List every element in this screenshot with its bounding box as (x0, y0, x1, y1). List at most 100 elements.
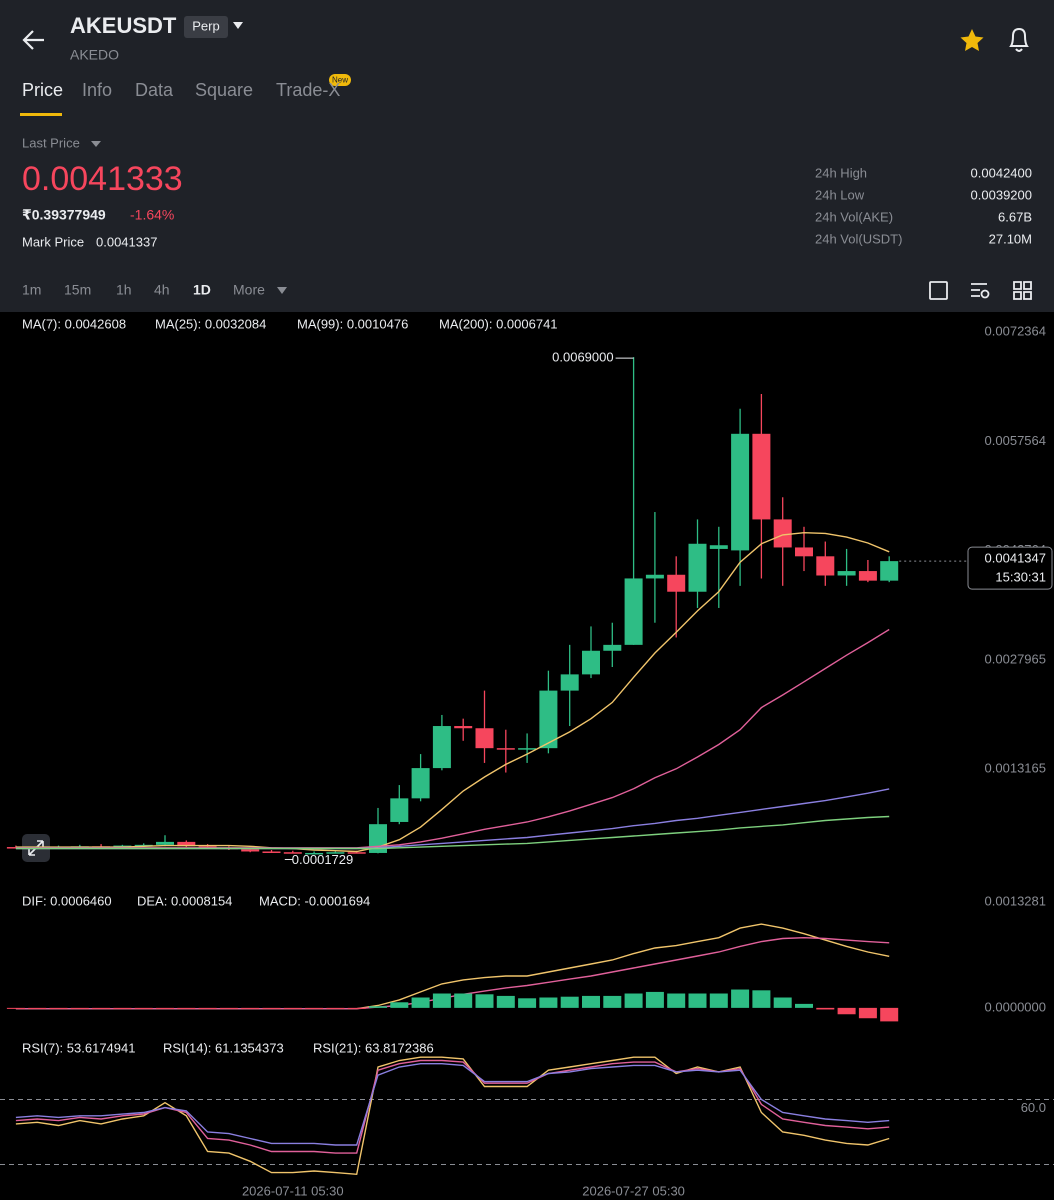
candle-body (411, 768, 430, 799)
x-tick-label: 2026-07-11 05:30 (242, 1183, 344, 1198)
macd-bar (305, 1007, 324, 1009)
indicator-icon[interactable] (971, 283, 987, 297)
candle-body (816, 556, 835, 576)
candle-body (752, 433, 771, 520)
tab[interactable]: Data (135, 80, 174, 100)
last-price-label: Last Price (22, 135, 80, 150)
alert-bell[interactable] (1009, 27, 1029, 52)
macd-bar (49, 1007, 68, 1009)
candle-body (283, 852, 302, 854)
candle-body (795, 547, 813, 557)
candle-body (475, 728, 494, 749)
candle-body (880, 561, 899, 581)
tab[interactable]: Trade-X (276, 80, 340, 100)
countdown: 15:30:31 (995, 570, 1046, 585)
stat-label: 24h Vol(USDT) (815, 231, 902, 246)
candle-body (837, 571, 856, 576)
fullscreen-icon[interactable] (929, 281, 948, 300)
macd-bar (241, 1007, 260, 1009)
interval[interactable]: 1D (193, 282, 211, 298)
interval[interactable]: More (233, 282, 265, 298)
candle-body (603, 644, 622, 651)
y-tick-label: 0.0072364 (985, 324, 1046, 339)
candle-body (134, 844, 153, 847)
tab[interactable]: Info (82, 80, 112, 100)
macd-bar (454, 993, 473, 1008)
series-line (15, 1063, 890, 1146)
candle-body (432, 726, 451, 769)
stat-label: 24h High (815, 165, 867, 180)
mark-price-label: Mark Price (22, 234, 84, 249)
macd-bar (624, 993, 643, 1008)
macd-bar (390, 1002, 409, 1008)
symbol: AKEUSDT (70, 13, 177, 38)
layout-icon[interactable] (1013, 281, 1032, 300)
interval[interactable]: 1h (116, 282, 132, 298)
y-tick-label: 0.0013165 (985, 761, 1046, 776)
legend-entry: MACD: -0.0001694 (259, 893, 370, 908)
stat-value: 6.67B (998, 209, 1032, 224)
candle-body (773, 519, 792, 548)
macd-bar (837, 1007, 856, 1015)
macd-bar (156, 1007, 174, 1009)
candle-body (326, 852, 345, 854)
macd-bar (70, 1007, 89, 1009)
legend-entry: DEA: 0.0008154 (137, 893, 232, 908)
favorite-star[interactable] (960, 29, 984, 51)
badge: Perp (192, 18, 219, 33)
candle-body (667, 574, 686, 592)
y-tick-label: 0.0013281 (985, 893, 1046, 908)
macd-bar (432, 993, 451, 1008)
macd-bar (795, 1003, 813, 1008)
candle-body (539, 690, 558, 749)
macd-bar (6, 1007, 25, 1009)
candle-body (709, 545, 728, 549)
indicator-icon-dot (980, 289, 990, 299)
macd-bar (92, 1007, 111, 1009)
back-button[interactable] (22, 30, 44, 50)
symbol-dropdown[interactable] (233, 22, 243, 29)
mark-price: 0.0041337 (96, 234, 157, 249)
macd-bar (816, 1007, 835, 1010)
macd-bar (134, 1007, 153, 1009)
macd-bar (518, 998, 537, 1008)
candle-body (518, 748, 537, 750)
candle-body (262, 851, 281, 853)
candle-body (582, 650, 600, 675)
candle-body (688, 543, 707, 592)
macd-bar (113, 1007, 132, 1009)
macd-bar (582, 995, 600, 1008)
macd-bar (411, 997, 430, 1008)
tab[interactable]: Price (22, 80, 63, 100)
candle-body (731, 433, 750, 551)
macd-bar (858, 1007, 877, 1019)
legend-entry: RSI(7): 53.6174941 (22, 1040, 135, 1055)
interval[interactable]: 1m (22, 282, 41, 298)
interval[interactable]: 15m (64, 282, 91, 298)
candle-body (113, 845, 132, 848)
legend-entry: MA(25): 0.0032084 (155, 316, 266, 331)
stat-label: 24h Vol(AKE) (815, 209, 893, 224)
macd-bar (603, 995, 622, 1008)
new-badge: New (332, 76, 348, 85)
candle-body (305, 852, 324, 855)
more-dropdown[interactable] (277, 287, 287, 294)
header-bg (0, 0, 1054, 312)
macd-bar (198, 1007, 217, 1009)
macd-bar (219, 1007, 238, 1009)
legend-entry: DIF: 0.0006460 (22, 893, 112, 908)
tab[interactable]: Square (195, 80, 253, 100)
min-label: 0.0001729 (292, 852, 353, 867)
macd-bar (326, 1007, 345, 1009)
last-price-dropdown[interactable] (91, 141, 101, 147)
candle-body (177, 841, 196, 847)
interval[interactable]: 4h (154, 282, 170, 298)
macd-bar (752, 990, 771, 1008)
macd-bar (496, 995, 515, 1008)
macd-bar (709, 993, 728, 1008)
stat-value: 0.0039200 (971, 187, 1032, 202)
stat-value: 0.0042400 (971, 165, 1032, 180)
legend-entry: MA(7): 0.0042608 (22, 316, 126, 331)
macd-bar (347, 1007, 366, 1009)
